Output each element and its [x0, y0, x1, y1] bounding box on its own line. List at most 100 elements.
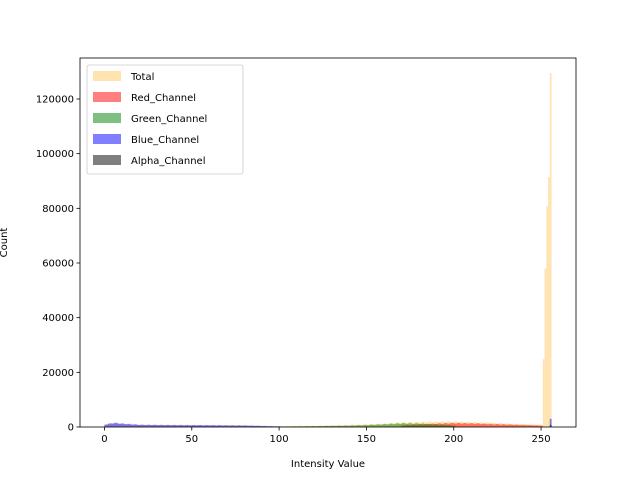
bar: [509, 424, 512, 427]
legend-swatch: [93, 71, 121, 81]
bar: [504, 424, 507, 427]
bar: [457, 422, 459, 427]
bar: [420, 423, 423, 427]
bar: [514, 424, 517, 427]
bar: [139, 424, 142, 427]
bar: [448, 425, 451, 427]
bar: [378, 424, 381, 427]
bar: [528, 425, 531, 427]
x-tick-label: 100: [270, 434, 289, 445]
x-tick-label: 200: [444, 434, 463, 445]
bar: [169, 425, 171, 427]
bar: [237, 425, 239, 427]
bar: [252, 425, 255, 427]
bar: [541, 425, 543, 427]
bar: [345, 425, 348, 427]
bar: [382, 424, 384, 427]
bar: [460, 423, 463, 427]
bar: [445, 423, 447, 427]
bar: [352, 425, 355, 427]
bar: [333, 425, 335, 427]
bar: [326, 425, 328, 427]
bar: [431, 424, 433, 427]
bar: [163, 425, 166, 427]
bar: [204, 425, 206, 427]
bar: [205, 424, 208, 427]
bar: [516, 424, 519, 427]
bar: [455, 423, 458, 427]
bar: [181, 425, 184, 427]
bar: [380, 424, 383, 427]
bar: [282, 426, 285, 427]
bar: [415, 423, 418, 427]
bar: [403, 423, 405, 427]
bar: [151, 425, 154, 427]
legend-label: Alpha_Channel: [131, 156, 206, 167]
bar: [429, 423, 432, 427]
bar: [314, 426, 316, 427]
bar: [452, 422, 454, 427]
bar: [446, 425, 449, 427]
bar: [258, 425, 260, 427]
bar: [544, 268, 547, 427]
bar: [366, 425, 369, 427]
bar: [193, 424, 196, 427]
bar: [397, 423, 400, 427]
bar: [167, 424, 170, 427]
bar: [331, 425, 334, 427]
legend-swatch: [93, 113, 121, 123]
bar: [408, 423, 411, 427]
bar: [425, 424, 428, 427]
bar: [186, 424, 189, 427]
bar: [436, 424, 439, 427]
bar: [261, 426, 264, 427]
bar: [125, 424, 128, 427]
bar: [481, 423, 484, 427]
legend-label: Total: [130, 72, 154, 83]
legend-box: [86, 64, 244, 175]
bar: [242, 425, 245, 427]
bar: [226, 425, 229, 427]
bar: [424, 424, 426, 427]
bar: [179, 424, 182, 427]
bar: [371, 424, 374, 427]
bar: [486, 424, 489, 427]
y-tick-label: 20000: [42, 368, 74, 379]
bar: [464, 422, 466, 427]
bar: [548, 176, 550, 427]
bar: [212, 425, 215, 427]
bar: [230, 425, 232, 427]
bar: [235, 425, 238, 427]
legend-swatch: [93, 134, 121, 144]
bar: [453, 425, 456, 427]
bar: [106, 424, 108, 427]
bar: [217, 425, 220, 427]
bar: [111, 423, 114, 427]
bar: [146, 424, 149, 427]
bar: [499, 424, 501, 427]
bar: [334, 425, 337, 427]
bar: [195, 425, 198, 427]
bar: [198, 424, 201, 427]
y-axis: 0 20000 40000 60000 80000 100000 120000: [36, 95, 80, 434]
x-tick-label: 150: [357, 434, 376, 445]
bar: [465, 423, 468, 427]
bar: [513, 424, 515, 427]
bar: [245, 425, 248, 427]
histogram-bars: [104, 73, 552, 428]
bar: [319, 425, 322, 427]
bar: [158, 425, 161, 427]
bar: [321, 426, 323, 427]
bar: [120, 423, 122, 427]
bar: [149, 425, 152, 427]
bar: [492, 424, 494, 427]
legend-label: Green_Channel: [131, 114, 207, 125]
bar: [287, 425, 290, 427]
bar: [373, 425, 376, 427]
bar: [210, 425, 213, 427]
bar: [406, 423, 409, 427]
bar: [355, 425, 358, 427]
bar: [399, 423, 402, 427]
bar: [361, 425, 363, 427]
bar: [474, 423, 477, 427]
